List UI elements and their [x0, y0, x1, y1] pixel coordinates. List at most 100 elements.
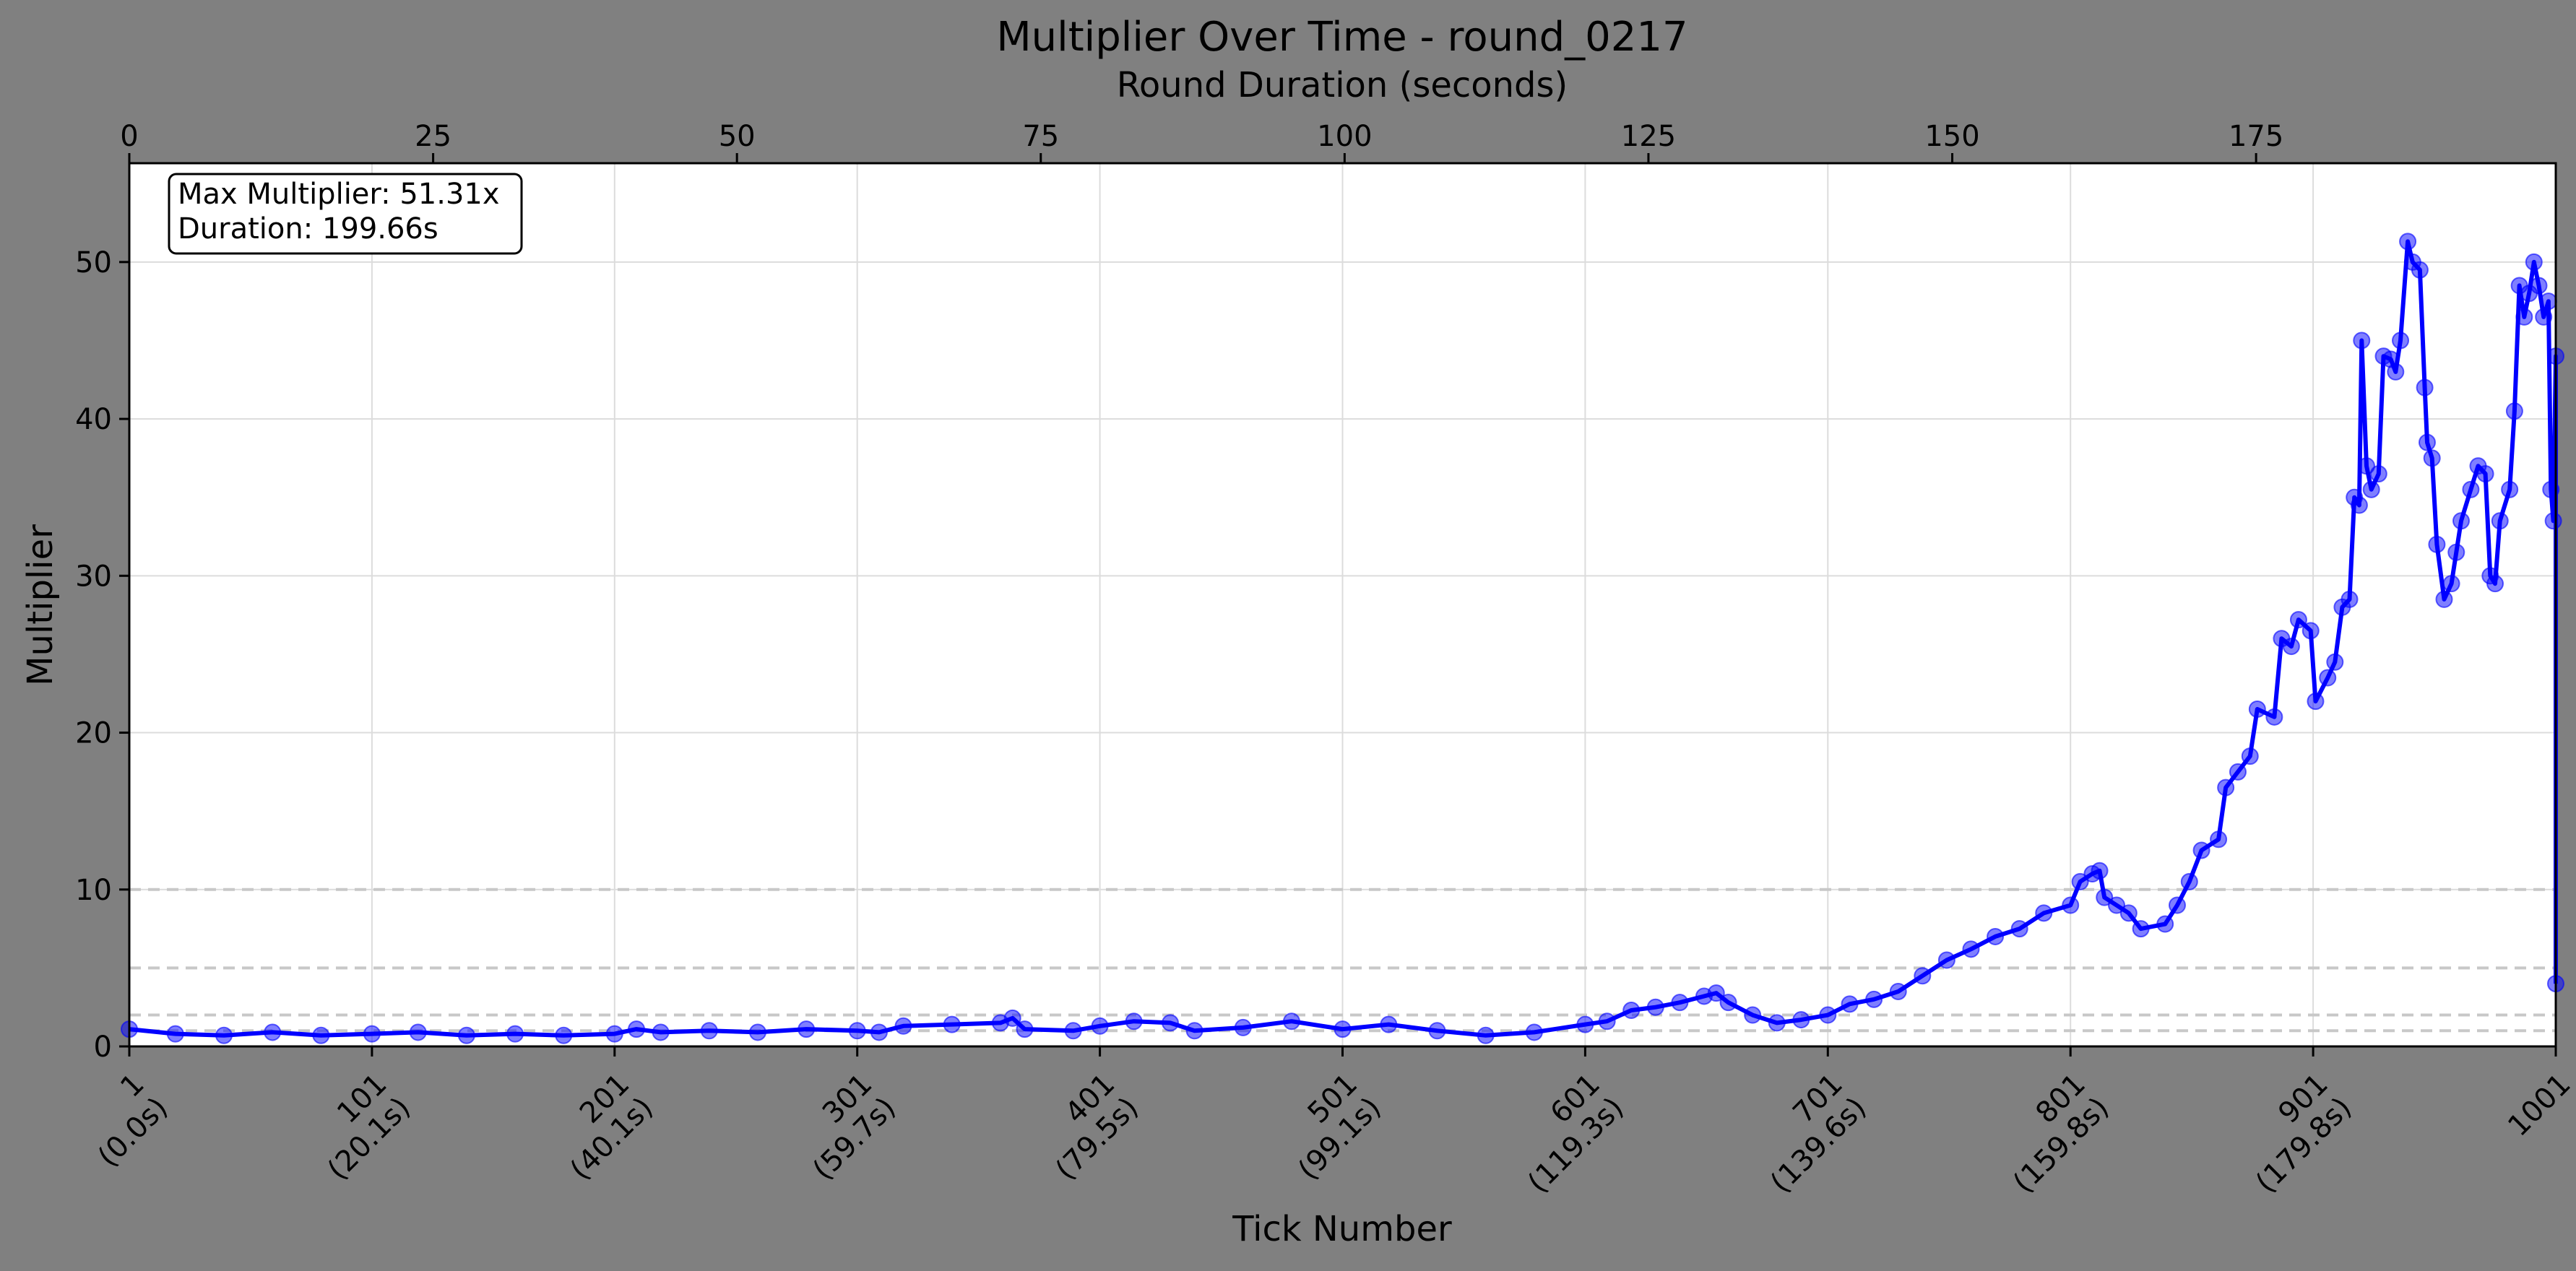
data-point	[2217, 778, 2235, 797]
annotation-duration: Duration: 199.66s	[178, 212, 438, 246]
data-point	[2476, 465, 2494, 483]
x-axis-label: Tick Number	[1232, 1209, 1452, 1249]
data-point	[1707, 984, 1725, 1002]
data-point	[2301, 622, 2320, 640]
x-tick-label-tick: 1001	[2502, 1067, 2576, 1143]
x-tick-label: 1(0.0s)	[68, 1067, 174, 1174]
data-point	[1768, 1014, 1786, 1032]
top-x-tick-label: 150	[1924, 120, 1979, 153]
data-point	[1962, 940, 1980, 958]
data-point	[2491, 512, 2509, 530]
data-point	[605, 1025, 623, 1043]
data-point	[2180, 872, 2198, 890]
data-point	[312, 1026, 330, 1044]
data-point	[943, 1015, 961, 1033]
data-point	[798, 1020, 816, 1038]
data-point	[2010, 920, 2028, 938]
annotation-box: Max Multiplier: 51.31x Duration: 199.66s	[168, 173, 523, 255]
data-point	[1865, 990, 1883, 1008]
y-tick-label: 30	[75, 560, 112, 593]
data-point	[2418, 433, 2436, 451]
x-tick-label: 901(179.8s)	[2226, 1067, 2358, 1200]
chart-title: Multiplier Over Time - round_0217	[996, 14, 1687, 61]
y-tick-label: 40	[75, 403, 112, 436]
data-point	[628, 1020, 646, 1038]
data-point	[2525, 253, 2543, 271]
data-point	[555, 1026, 573, 1044]
data-point	[2462, 480, 2480, 498]
data-point	[2423, 449, 2441, 467]
data-point	[1598, 1012, 1616, 1031]
x-tick-label: 801(159.8s)	[1984, 1067, 2116, 1200]
x-tick-label: 301(59.7s)	[783, 1067, 902, 1187]
top-x-tick-label: 125	[1621, 120, 1676, 153]
data-point	[1525, 1023, 1543, 1041]
data-point	[894, 1017, 912, 1035]
data-point	[2062, 896, 2080, 914]
data-point	[2119, 904, 2138, 922]
y-axis-label: Multiplier	[20, 524, 61, 686]
data-point	[1671, 994, 1689, 1012]
data-point	[2399, 233, 2417, 251]
data-point	[2447, 543, 2465, 561]
data-point	[2486, 575, 2504, 593]
x-tick-label: 101(20.1s)	[298, 1067, 417, 1187]
data-point	[2416, 378, 2434, 396]
data-point	[409, 1023, 427, 1041]
top-x-tick-label: 50	[719, 120, 756, 153]
data-point	[166, 1025, 184, 1043]
data-point	[2530, 277, 2548, 295]
data-point	[1987, 927, 2005, 945]
data-point	[870, 1023, 888, 1041]
top-x-tick-label: 25	[415, 120, 451, 153]
top-x-axis: 0 25 50 75 100 125 150 175	[120, 120, 2283, 163]
data-point	[2353, 331, 2371, 350]
data-point	[1576, 1015, 1594, 1033]
data-point	[652, 1023, 670, 1041]
data-point	[363, 1025, 381, 1043]
data-point	[1744, 1006, 1762, 1024]
x-tick-label: 1001	[2502, 1067, 2576, 1143]
data-point	[1889, 982, 1907, 1000]
data-point	[1937, 951, 1955, 969]
y-tick-label: 20	[75, 717, 112, 750]
data-point	[2535, 308, 2553, 326]
y-tick-label: 10	[75, 874, 112, 907]
data-point	[215, 1026, 233, 1044]
data-point	[2192, 841, 2210, 859]
data-point	[1064, 1022, 1082, 1040]
data-point	[2289, 611, 2307, 629]
data-point	[2362, 480, 2380, 498]
x-axis: 1(0.0s) 101(20.1s) 201(40.1s) 301(59.7s) 401…	[68, 1046, 2576, 1200]
data-point	[2326, 653, 2344, 671]
top-x-tick-label: 0	[120, 120, 138, 153]
data-point	[1646, 998, 1664, 1016]
data-point	[1091, 1017, 1109, 1035]
data-point	[2501, 480, 2519, 498]
data-point	[700, 1022, 718, 1040]
data-point	[1914, 967, 1932, 985]
data-point	[2132, 920, 2150, 938]
data-point	[2229, 763, 2247, 781]
data-point	[748, 1023, 766, 1041]
data-point	[1380, 1015, 1398, 1033]
x-tick-label: 601(119.3s)	[1498, 1067, 1630, 1200]
data-point	[2411, 261, 2429, 279]
data-point	[2435, 590, 2453, 608]
top-axis-label: Round Duration (seconds)	[1117, 65, 1568, 105]
data-point	[1719, 994, 1737, 1012]
data-point	[2452, 512, 2470, 530]
data-point	[2096, 888, 2114, 906]
data-point	[2369, 465, 2387, 483]
data-point	[1428, 1022, 1446, 1040]
data-point	[1792, 1011, 1810, 1029]
data-point	[2357, 457, 2375, 475]
data-point	[2350, 496, 2368, 514]
data-point	[848, 1022, 866, 1040]
data-point	[1334, 1020, 1352, 1038]
x-tick-label: 701(139.6s)	[1741, 1067, 1873, 1200]
x-tick-label-time: (0.0s)	[92, 1091, 174, 1174]
data-point	[1819, 1006, 1837, 1024]
data-point	[2282, 638, 2300, 656]
